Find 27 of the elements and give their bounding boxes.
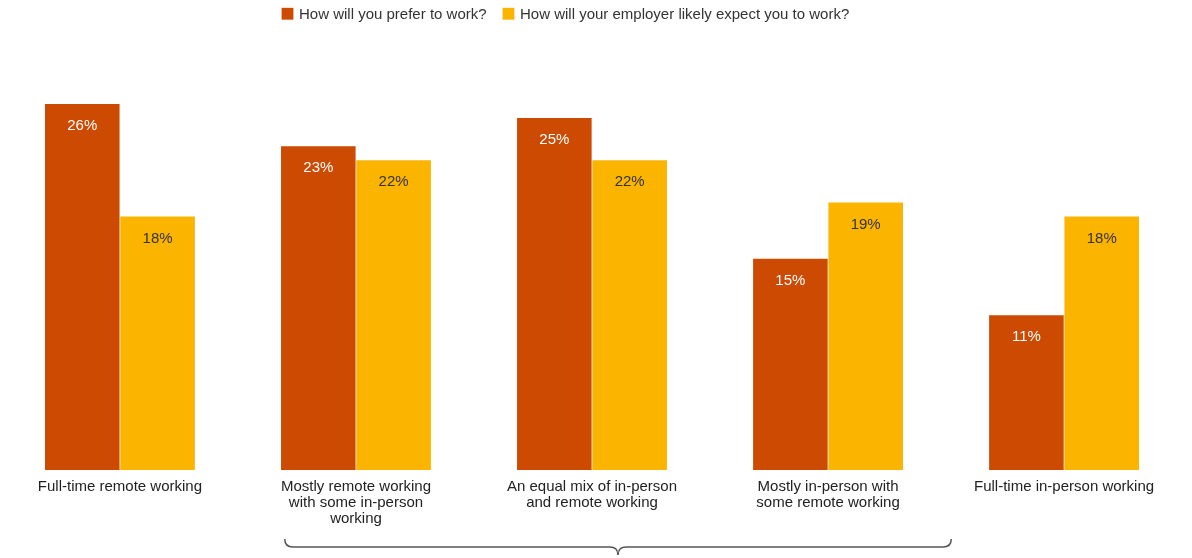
data-label: 18% bbox=[1086, 228, 1117, 246]
bar bbox=[356, 160, 431, 470]
data-label: 19% bbox=[850, 214, 881, 232]
bar bbox=[281, 146, 356, 470]
bar bbox=[517, 118, 592, 470]
data-label: 26% bbox=[67, 116, 98, 133]
x-tick-label: Mostly in-person with some remote working bbox=[756, 476, 900, 510]
bar bbox=[45, 104, 120, 470]
data-label: 23% bbox=[303, 158, 334, 176]
bar bbox=[989, 315, 1064, 470]
data-label: 18% bbox=[142, 228, 173, 246]
legend-label: How will you prefer to work? bbox=[299, 4, 487, 22]
x-tick-label: An equal mix of in-person and remote working bbox=[506, 476, 678, 510]
bar bbox=[753, 258, 828, 470]
legend-label: How will your employer likely expect you to work? bbox=[520, 4, 850, 22]
data-label: 22% bbox=[614, 172, 645, 190]
bar bbox=[120, 216, 195, 470]
data-label: 22% bbox=[378, 172, 409, 190]
x-tick-label: Full-time in-person working bbox=[974, 476, 1155, 494]
bar bbox=[592, 160, 667, 470]
bar bbox=[828, 202, 903, 470]
data-label: 11% bbox=[1011, 327, 1041, 345]
bar bbox=[1064, 216, 1139, 470]
x-tick-label: Full-time remote working bbox=[37, 476, 203, 494]
x-tick-label: Mostly remote working with some in-person working bbox=[280, 476, 431, 526]
data-label: 25% bbox=[539, 130, 570, 148]
data-label: 15% bbox=[775, 270, 806, 288]
